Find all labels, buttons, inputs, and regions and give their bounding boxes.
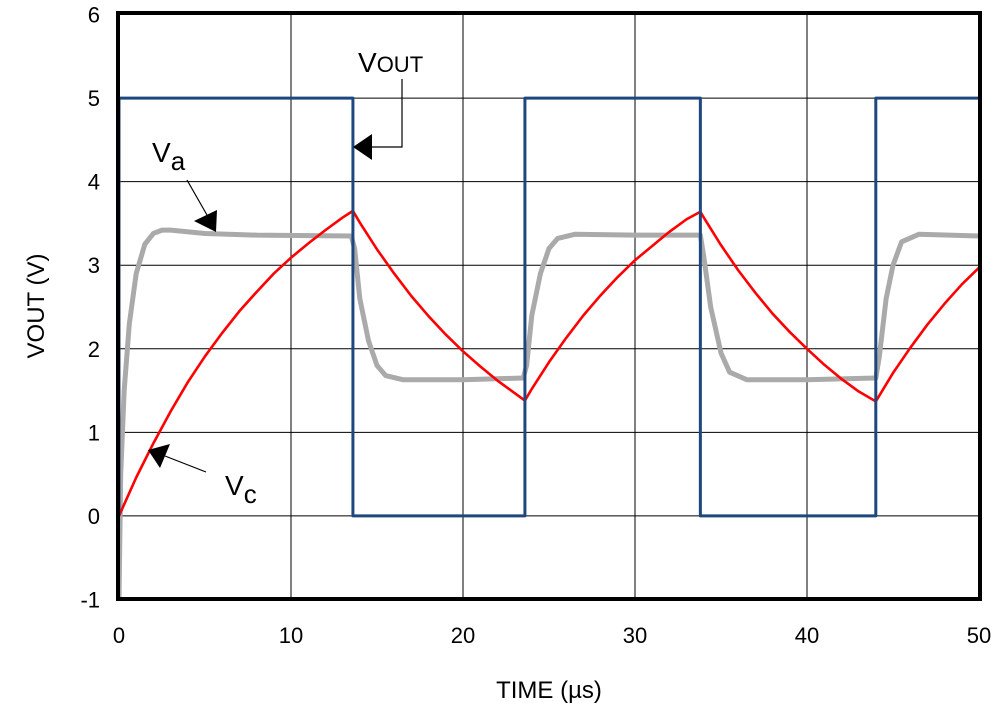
y-tick-label: 6 <box>88 3 100 28</box>
y-tick-label: 1 <box>88 420 100 445</box>
x-tick-label: 10 <box>279 623 303 648</box>
y-tick-label: -1 <box>80 588 100 613</box>
arrowhead-icon <box>148 444 170 468</box>
annotation-vout-sub: OUT <box>377 52 423 77</box>
series-line-vc <box>117 209 980 517</box>
annotation-vout-leader <box>370 79 403 148</box>
annotation-vc-leader <box>164 455 207 473</box>
x-tick-label: 50 <box>967 623 991 648</box>
x-tick-label: 0 <box>113 623 125 648</box>
arrowhead-icon <box>194 210 217 232</box>
annotation-va: Va <box>152 137 217 232</box>
plot-frame <box>116 11 982 601</box>
x-axis-label: TIME (µs) <box>496 677 602 704</box>
svg-text:Va: Va <box>152 137 186 176</box>
x-tick-label: 40 <box>795 623 819 648</box>
y-tick-label: 0 <box>88 504 100 529</box>
annotation-va-main: V <box>152 137 171 168</box>
x-tick-label: 20 <box>451 623 475 648</box>
series-line-va <box>116 227 980 600</box>
annotation-vc: Vc <box>148 444 257 509</box>
x-tick-label: 30 <box>623 623 647 648</box>
y-tick-label: 5 <box>88 86 100 111</box>
y-axis-label: VOUT (V) <box>23 254 50 359</box>
annotation-vc-sub: c <box>244 479 257 509</box>
annotation-vout-main: V <box>358 47 377 78</box>
series-group <box>116 96 980 600</box>
y-tick-label: 2 <box>88 337 100 362</box>
grid <box>118 14 980 600</box>
annotation-vout: VOUT <box>353 47 423 160</box>
y-tick-label: 4 <box>88 170 100 195</box>
y-tick-label: 3 <box>88 253 100 278</box>
svg-text:VOUT: VOUT <box>358 47 423 78</box>
annotation-va-sub: a <box>171 146 186 176</box>
svg-text:Vc: Vc <box>225 470 257 509</box>
annotation-va-leader <box>186 179 208 216</box>
arrowhead-icon <box>353 134 372 160</box>
series-line-vout <box>117 96 979 518</box>
annotation-vc-main: V <box>225 470 244 501</box>
tick-labels: 0 10 20 30 40 50 -1 0 1 2 3 4 5 6 <box>80 3 991 649</box>
